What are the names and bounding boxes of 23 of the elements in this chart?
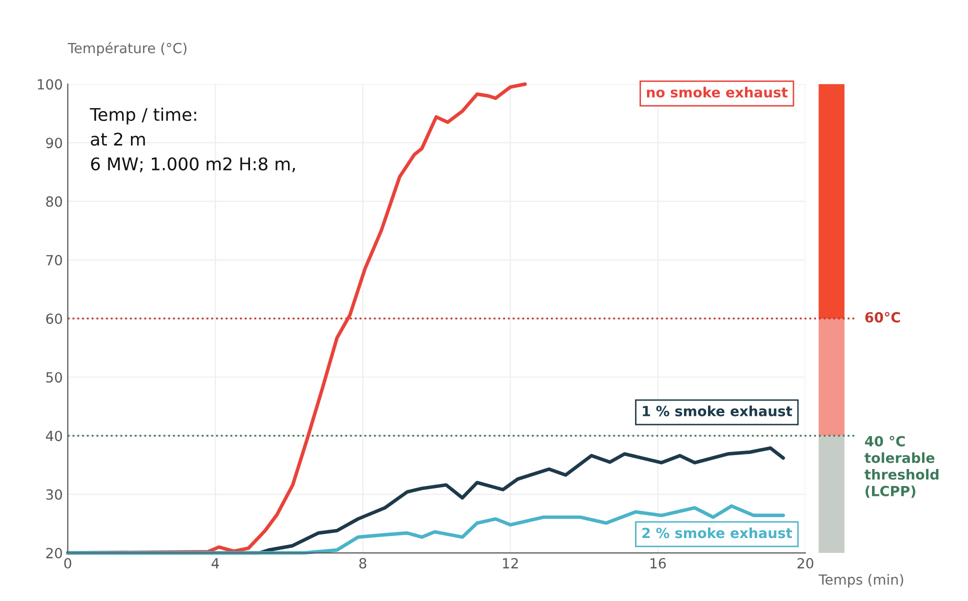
y-tick-label: 40 — [46, 430, 62, 442]
y-tick-label: 90 — [46, 138, 62, 148]
x-tick-label: 12 — [503, 558, 518, 568]
annotation: Temp / time: at 2 m 6 MW; 1.000 m2 H:8 m, — [90, 108, 295, 172]
ref-line-label: 40 °C tolerable threshold (LCPP) — [864, 436, 938, 498]
x-tick-label: 16 — [650, 558, 666, 569]
y-tick-label: 80 — [46, 196, 62, 207]
ref-line-label: 60°C — [865, 312, 900, 323]
x-tick-label: 4 — [212, 558, 219, 568]
y-tick-label: 70 — [46, 254, 62, 266]
series-label: 2 % smoke exhaust — [642, 527, 792, 538]
x-axis-title: Temps (min) — [818, 574, 904, 588]
y-tick-label: 100 — [38, 79, 62, 90]
y-tick-label: 20 — [46, 548, 62, 558]
text: 1 % smoke exhaust — [642, 406, 792, 416]
y-tick-label: 60 — [46, 314, 62, 324]
text: no smoke exhaust — [646, 86, 788, 98]
y-tick-label: 50 — [46, 372, 62, 383]
x-tick-label: 0 — [64, 558, 72, 569]
y-tick-label: 30 — [46, 489, 62, 500]
x-tick-label: 20 — [798, 558, 814, 569]
x-tick-label: 8 — [359, 558, 366, 569]
y-axis-title: Température (°C) — [68, 42, 186, 56]
